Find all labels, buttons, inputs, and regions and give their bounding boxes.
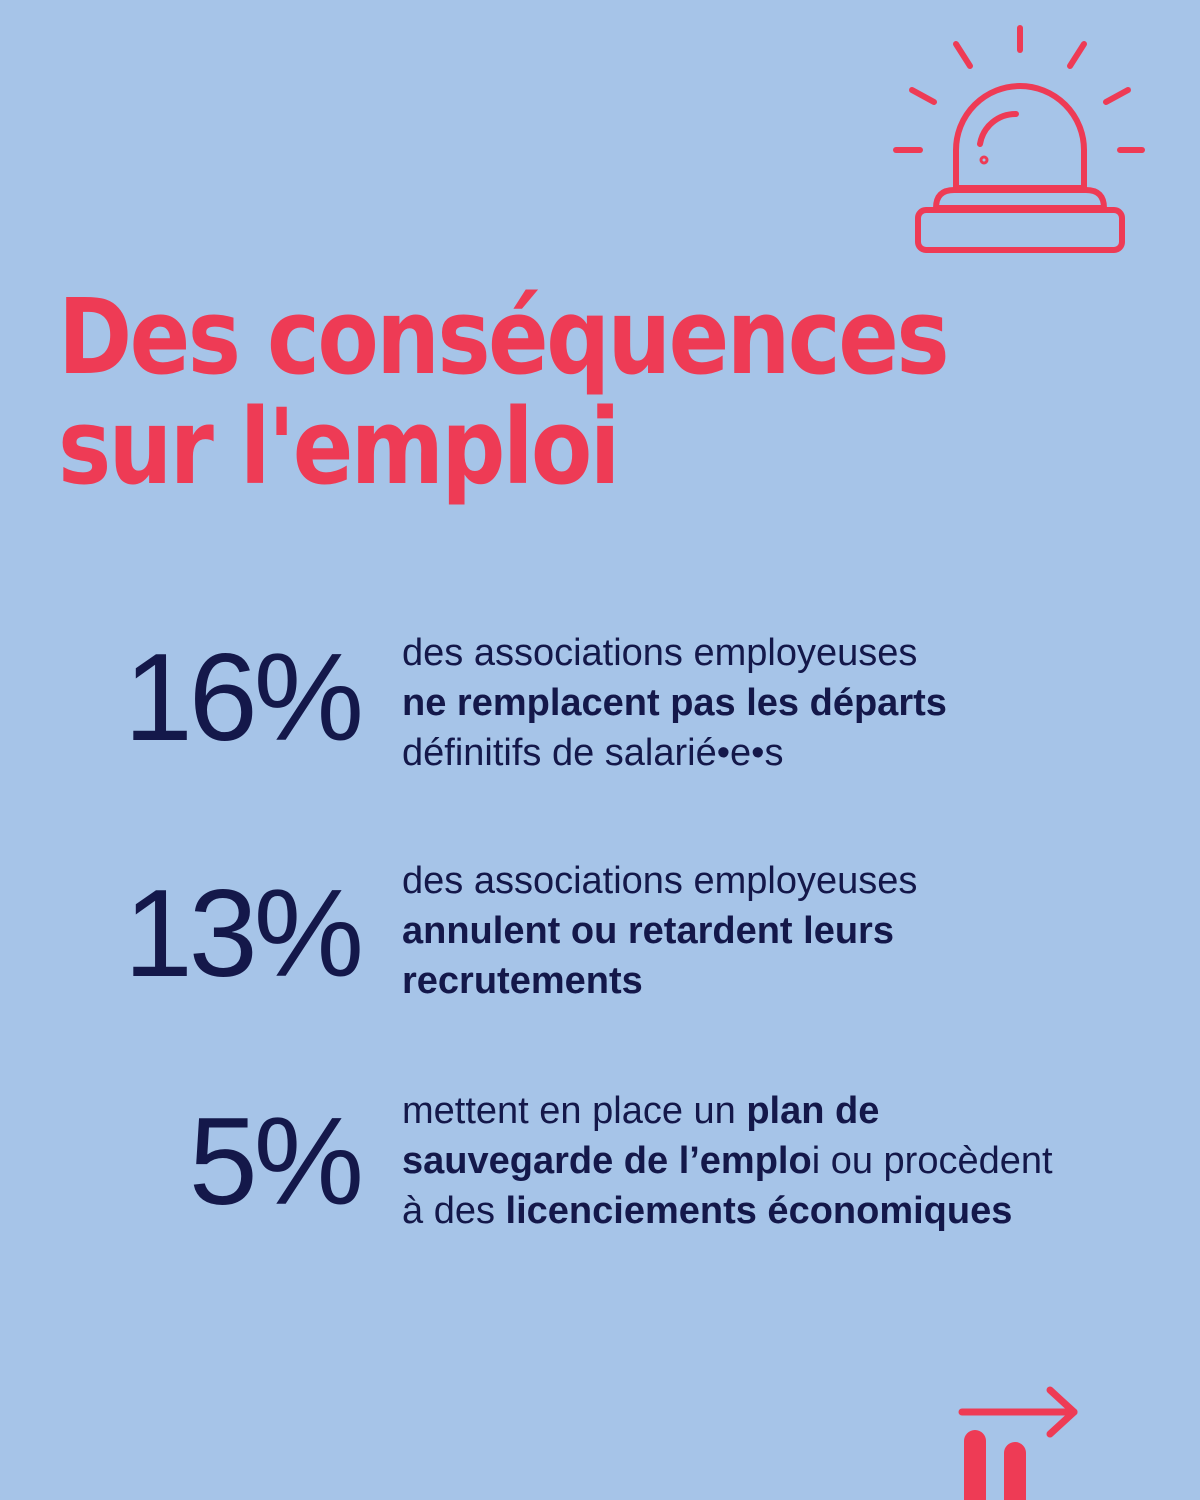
stat-line-bold: ne remplacent pas les départs xyxy=(402,682,947,724)
brand-logo-icon xyxy=(964,1430,1026,1500)
stat-text-bold: sauvegarde de l’emplo xyxy=(402,1140,812,1182)
stat-line-bold: annulent ou retardent leurs xyxy=(402,910,894,952)
stat-text: à des xyxy=(402,1190,506,1232)
stat-description: des associations employeuses ne remplace… xyxy=(402,628,1182,778)
stat-text-bold: plan de xyxy=(746,1090,880,1132)
title-line-1: Des conséquences xyxy=(58,276,950,398)
stat-value: 16% xyxy=(123,629,364,767)
arrow-right-icon[interactable] xyxy=(950,1380,1090,1440)
stat-value: 13% xyxy=(123,865,364,1003)
stat-line: des associations employeuses xyxy=(402,860,918,902)
stat-text-bold: licenciements économiques xyxy=(505,1190,1013,1232)
stat-text: i ou procèdent xyxy=(811,1140,1053,1182)
stat-text: mettent en place un xyxy=(402,1090,747,1132)
stat-line: des associations employeuses xyxy=(402,632,918,674)
page-title: Des conséquences sur l'emploi xyxy=(58,276,950,508)
stat-description: mettent en place un plan de sauvegarde d… xyxy=(402,1086,1182,1236)
stat-line: définitifs de salarié•e•s xyxy=(402,732,784,774)
alarm-light-icon xyxy=(893,25,1145,253)
title-line-2: sur l'emploi xyxy=(58,386,620,508)
stat-value: 5% xyxy=(188,1093,364,1231)
stat-line-bold: recrutements xyxy=(402,960,643,1002)
stat-description: des associations employeuses annulent ou… xyxy=(402,856,1182,1006)
